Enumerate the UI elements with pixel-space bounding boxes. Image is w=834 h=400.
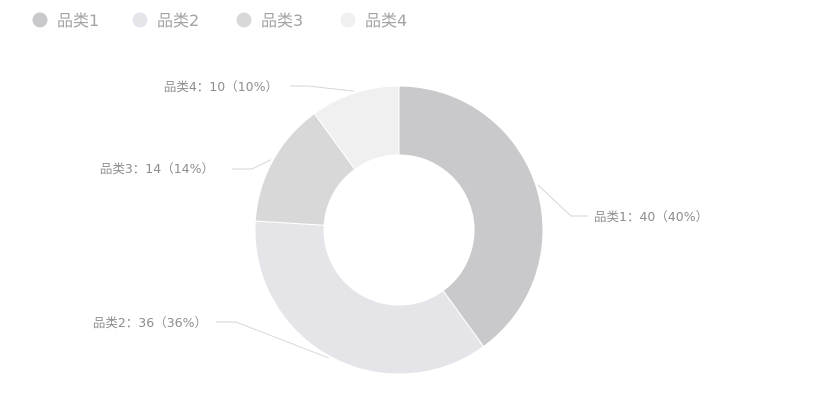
donut-slices: [254, 85, 544, 375]
data-labels: 品类1：40（40%） 品类2：36（36%） 品类3：14（14%） 品类4：10（…: [93, 79, 708, 330]
label-leader-lines: [216, 85, 588, 359]
leader-line-2: [216, 321, 329, 359]
legend-marker-4[interactable]: [340, 12, 356, 28]
legend-marker-3[interactable]: [236, 12, 252, 28]
legend-label-3[interactable]: 品类3: [261, 11, 303, 30]
legend-label-2[interactable]: 品类2: [157, 11, 199, 30]
leader-line-4: [290, 85, 354, 92]
legend-marker-1[interactable]: [32, 12, 48, 28]
donut-slice-1[interactable]: [398, 85, 544, 348]
data-label-2: 品类2：36（36%）: [93, 315, 207, 330]
legend-marker-2[interactable]: [132, 12, 148, 28]
data-label-1: 品类1：40（40%）: [594, 209, 708, 224]
legend-label-1[interactable]: 品类1: [57, 11, 99, 30]
leader-line-1: [537, 184, 588, 217]
data-label-3: 品类3：14（14%）: [100, 161, 214, 176]
leader-line-3: [232, 159, 272, 170]
donut-slice-2[interactable]: [254, 220, 485, 375]
data-label-4: 品类4：10（10%）: [164, 79, 278, 94]
legend-label-4[interactable]: 品类4: [365, 11, 407, 30]
chart-legend: 品类1 品类2 品类3 品类4: [32, 11, 407, 30]
donut-slice-4[interactable]: [313, 85, 400, 171]
